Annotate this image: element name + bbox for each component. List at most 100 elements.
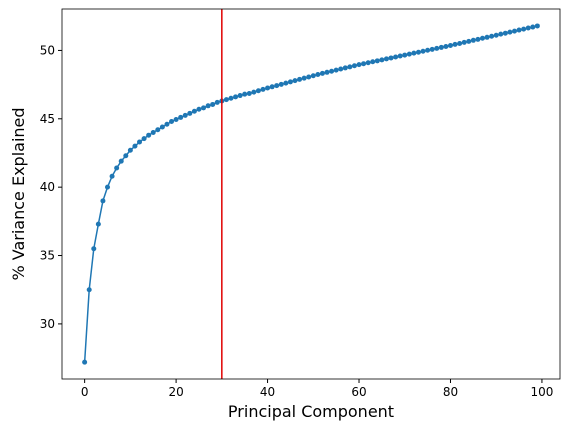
data-point bbox=[397, 53, 403, 59]
data-point bbox=[278, 81, 284, 87]
data-point bbox=[123, 153, 129, 159]
data-point bbox=[150, 129, 156, 135]
data-point bbox=[196, 106, 202, 112]
data-point bbox=[393, 54, 399, 60]
data-point bbox=[484, 34, 490, 40]
data-point bbox=[201, 105, 207, 111]
data-point bbox=[109, 173, 115, 179]
data-point bbox=[182, 112, 188, 118]
data-point bbox=[242, 91, 248, 97]
x-tick-label: 100 bbox=[530, 385, 553, 399]
data-point bbox=[191, 108, 197, 114]
data-point bbox=[425, 47, 431, 53]
data-point bbox=[383, 56, 389, 62]
data-point bbox=[297, 76, 303, 82]
data-point bbox=[251, 89, 257, 95]
data-point bbox=[498, 31, 504, 37]
y-tick-label: 35 bbox=[40, 249, 55, 263]
data-point bbox=[374, 58, 380, 64]
data-point bbox=[443, 43, 449, 49]
data-point bbox=[265, 85, 271, 91]
data-point bbox=[420, 48, 426, 54]
data-point bbox=[347, 64, 353, 70]
data-point bbox=[434, 45, 440, 51]
data-point bbox=[100, 198, 106, 204]
data-point bbox=[452, 41, 458, 47]
data-point bbox=[365, 60, 371, 66]
data-point bbox=[274, 83, 280, 89]
y-tick-label: 45 bbox=[40, 112, 55, 126]
data-point bbox=[205, 103, 211, 109]
data-point bbox=[406, 51, 412, 57]
data-point bbox=[493, 32, 499, 38]
data-point bbox=[379, 57, 385, 63]
data-point bbox=[479, 35, 485, 41]
x-tick-label: 40 bbox=[260, 385, 275, 399]
data-point bbox=[283, 80, 289, 86]
data-point bbox=[411, 50, 417, 56]
x-tick-label: 20 bbox=[168, 385, 183, 399]
data-point bbox=[105, 184, 111, 190]
data-point bbox=[178, 114, 184, 120]
data-point bbox=[342, 65, 348, 71]
data-point bbox=[310, 73, 316, 79]
data-point bbox=[210, 101, 216, 107]
data-point bbox=[306, 74, 312, 80]
data-point bbox=[137, 139, 143, 145]
data-point bbox=[214, 99, 220, 105]
data-point bbox=[118, 158, 124, 164]
data-point bbox=[475, 36, 481, 42]
data-point bbox=[169, 119, 175, 125]
y-axis-label: % Variance Explained bbox=[9, 107, 28, 280]
data-point bbox=[447, 43, 453, 49]
data-point bbox=[246, 91, 252, 97]
data-point bbox=[415, 49, 421, 55]
data-point bbox=[388, 55, 394, 61]
data-point bbox=[132, 143, 138, 149]
data-point bbox=[260, 86, 266, 92]
y-tick-label: 50 bbox=[40, 43, 55, 57]
data-point bbox=[164, 121, 170, 127]
data-point bbox=[319, 70, 325, 76]
data-point bbox=[255, 88, 261, 94]
data-point bbox=[530, 24, 536, 30]
data-point bbox=[502, 30, 508, 36]
data-point bbox=[429, 46, 435, 52]
data-point bbox=[507, 29, 513, 35]
data-point bbox=[489, 33, 495, 39]
data-point bbox=[466, 38, 472, 44]
data-point bbox=[402, 52, 408, 58]
data-point bbox=[82, 359, 88, 365]
data-point bbox=[461, 39, 467, 45]
x-tick-label: 80 bbox=[443, 385, 458, 399]
data-point bbox=[438, 44, 444, 50]
data-point bbox=[233, 94, 239, 100]
data-point bbox=[338, 66, 344, 72]
data-point bbox=[361, 61, 367, 67]
data-point bbox=[324, 69, 330, 75]
data-point bbox=[228, 95, 234, 101]
data-point bbox=[534, 23, 540, 29]
data-point bbox=[86, 287, 92, 293]
data-point bbox=[269, 84, 275, 90]
y-tick-label: 30 bbox=[40, 317, 55, 331]
data-point bbox=[329, 68, 335, 74]
data-point bbox=[516, 27, 522, 33]
data-point bbox=[287, 79, 293, 85]
data-point bbox=[91, 246, 97, 252]
data-point bbox=[521, 26, 527, 32]
data-point bbox=[223, 97, 229, 103]
data-point bbox=[141, 136, 147, 142]
data-point bbox=[470, 37, 476, 43]
data-point bbox=[187, 110, 193, 116]
x-tick-label: 60 bbox=[351, 385, 366, 399]
data-point bbox=[155, 127, 161, 133]
data-point bbox=[173, 116, 179, 122]
data-point bbox=[315, 71, 321, 77]
data-point bbox=[356, 62, 362, 68]
data-point bbox=[351, 63, 357, 69]
data-point bbox=[114, 165, 120, 171]
data-point bbox=[457, 40, 463, 46]
